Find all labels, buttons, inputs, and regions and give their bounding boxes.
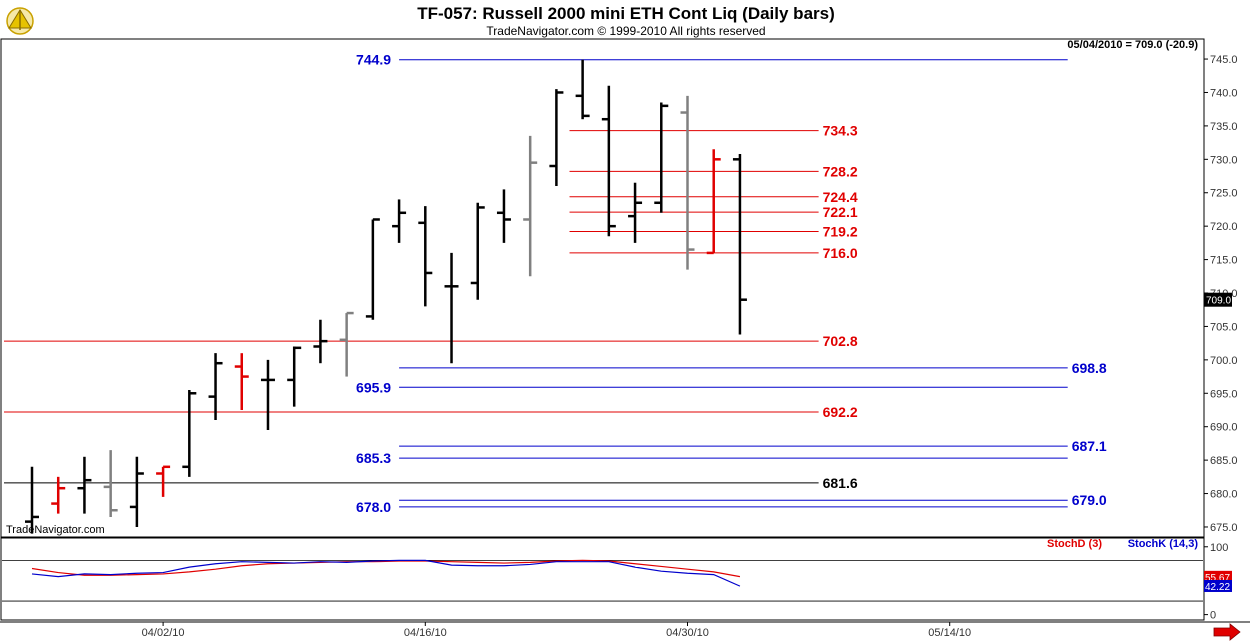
y-tick-label: 700.0 xyxy=(1210,355,1238,367)
stoch-tick-label: 0 xyxy=(1210,610,1216,622)
y-tick-label: 725.0 xyxy=(1210,188,1238,200)
y-tick-label: 720.0 xyxy=(1210,221,1238,233)
ohlc-bar xyxy=(418,206,433,307)
level-label: 734.3 xyxy=(823,123,858,139)
level-label: 722.1 xyxy=(823,204,858,220)
y-tick-label: 695.0 xyxy=(1210,388,1238,400)
ohlc-bar xyxy=(25,466,39,534)
ohlc-bar xyxy=(103,450,118,517)
ohlc-bar xyxy=(129,456,144,527)
last-price-label: 709.0 xyxy=(1206,296,1231,307)
level-label: 728.2 xyxy=(823,163,858,179)
level-label: 692.2 xyxy=(823,404,858,420)
y-tick-label: 690.0 xyxy=(1210,422,1238,434)
level-label: 685.3 xyxy=(356,450,391,466)
ohlc-bar xyxy=(260,359,275,431)
ohlc-bar xyxy=(208,353,223,421)
level-label: 687.1 xyxy=(1072,438,1107,454)
date-labels-layer: 04/02/10 04/16/10 04/30/10 05/14/10 xyxy=(142,622,971,639)
level-label: 681.6 xyxy=(823,475,858,491)
copyright-subtitle: TradeNavigator.com © 1999-2010 All right… xyxy=(486,24,765,38)
ohlc-bar xyxy=(732,153,747,335)
right-arrow-icon[interactable] xyxy=(1213,623,1241,641)
level-label: 679.0 xyxy=(1072,492,1107,508)
date-label: 04/30/10 xyxy=(666,627,709,639)
ohlc-bar xyxy=(628,182,643,243)
stochd-last-tag xyxy=(1204,570,1232,583)
ohlc-bar xyxy=(287,346,302,407)
level-label: 702.8 xyxy=(823,333,858,349)
legend-stochd: StochD (3) xyxy=(1047,538,1102,550)
y-tick-label: 735.0 xyxy=(1210,121,1238,133)
stochk-last-value: 42.22 xyxy=(1205,582,1230,593)
bars-layer xyxy=(25,59,747,534)
ohlc-bar xyxy=(444,252,459,364)
level-label: 724.4 xyxy=(823,189,858,205)
level-label: 678.0 xyxy=(356,499,391,515)
level-label: 695.9 xyxy=(356,379,391,395)
legend-stochk: StochK (14,3) xyxy=(1128,538,1199,550)
ohlc-bar xyxy=(182,389,197,477)
price-panel-frame xyxy=(0,38,1205,538)
y-tick-label: 745.0 xyxy=(1210,54,1238,66)
ohlc-bar xyxy=(156,465,171,497)
ohlc-bar xyxy=(313,319,328,364)
ohlc-bar xyxy=(575,59,590,120)
stochd-last-value: 55.67 xyxy=(1205,573,1230,584)
y-tick-label: 685.0 xyxy=(1210,455,1238,467)
ohlc-bar xyxy=(234,353,249,410)
ohlc-bar xyxy=(496,189,511,243)
stoch-line xyxy=(31,559,741,587)
level-label: 716.0 xyxy=(823,245,858,261)
y-tick-label: 740.0 xyxy=(1210,87,1238,99)
ohlc-bar xyxy=(470,202,485,300)
ohlc-bar xyxy=(523,135,538,277)
y-tick-label: 730.0 xyxy=(1210,154,1238,166)
y-tick-label: 705.0 xyxy=(1210,321,1238,333)
watermark-text: TradeNavigator.com xyxy=(6,524,105,536)
y-tick-label: 680.0 xyxy=(1210,489,1238,501)
stochk-last-tag xyxy=(1204,579,1232,592)
ohlc-bar xyxy=(680,95,695,270)
level-label: 698.8 xyxy=(1072,360,1107,376)
last-price-info: 05/04/2010 = 709.0 (-20.9) xyxy=(1067,39,1198,51)
ohlc-bar xyxy=(706,149,721,255)
ohlc-bar xyxy=(77,456,92,514)
ohlc-bar xyxy=(654,102,669,213)
level-label: 719.2 xyxy=(823,224,858,240)
ohlc-bar xyxy=(365,218,380,320)
ohlc-bar xyxy=(51,476,66,514)
sextant-logo-icon xyxy=(6,7,34,35)
ohlc-bar xyxy=(339,311,354,377)
level-label: 744.9 xyxy=(356,52,391,68)
y-tick-label: 675.0 xyxy=(1210,522,1238,534)
ohlc-bar xyxy=(601,85,616,237)
stoch-line xyxy=(31,559,741,578)
chart-title: TF-057: Russell 2000 mini ETH Cont Liq (… xyxy=(417,4,835,23)
y-tick-label: 715.0 xyxy=(1210,255,1238,267)
ohlc-bar xyxy=(392,199,407,243)
date-label: 04/16/10 xyxy=(404,627,447,639)
date-label: 04/02/10 xyxy=(142,627,185,639)
stoch-tick-label: 100 xyxy=(1210,542,1228,554)
last-price-tag xyxy=(1204,292,1232,307)
ohlc-bar xyxy=(549,89,564,187)
date-label: 05/14/10 xyxy=(928,627,971,639)
axis-ticks-layer: 675.0680.0685.0690.0695.0700.0705.0710.0… xyxy=(1204,54,1238,534)
